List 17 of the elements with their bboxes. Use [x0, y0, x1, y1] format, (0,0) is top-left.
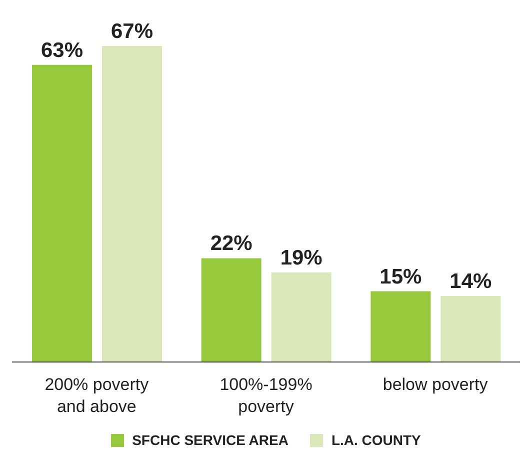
data-label: 15% [380, 265, 422, 288]
bar [201, 258, 262, 362]
bar [370, 291, 431, 362]
x-tick-label: 200% poverty and above [44, 375, 150, 416]
data-label: 14% [450, 270, 492, 293]
bar [440, 296, 501, 362]
data-label: 63% [40, 38, 84, 62]
bar [102, 46, 162, 362]
data-label: 67% [110, 20, 154, 43]
legend-label: L.A. COUNTY [330, 432, 421, 448]
bar [32, 64, 92, 362]
x-tick-label: 100%-199% poverty [220, 375, 312, 416]
bar [271, 272, 332, 362]
data-label: 19% [280, 246, 323, 270]
x-tick-label: below poverty [382, 375, 488, 394]
data-label: 22% [210, 232, 253, 256]
legend-label: SFCHC SERVICE AREA [131, 432, 288, 448]
